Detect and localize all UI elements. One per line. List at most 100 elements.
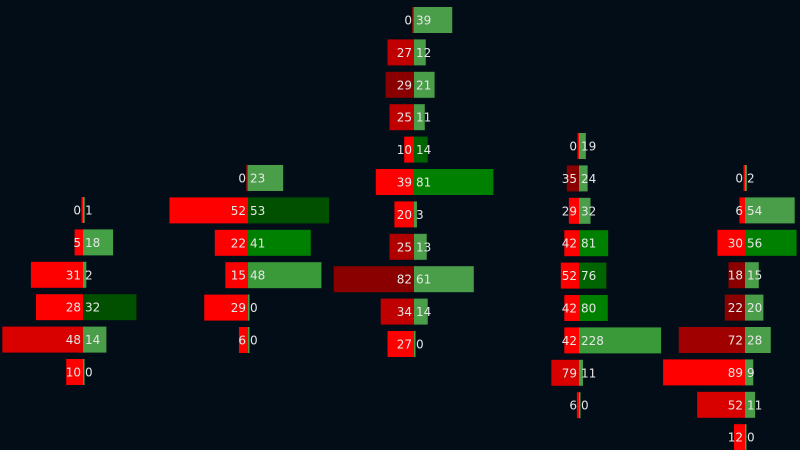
buy-volume-bar [414, 331, 416, 357]
sell-volume-bar [375, 169, 414, 195]
buy-volume-label: 53 [250, 204, 265, 218]
sell-volume-label: 0 [238, 172, 246, 186]
buy-volume-bar [83, 294, 137, 321]
sell-volume-bar [169, 197, 248, 224]
sell-volume-bar [568, 197, 579, 224]
buy-volume-label: 228 [581, 334, 604, 348]
sell-volume-label: 27 [397, 46, 412, 60]
sell-volume-label: 82 [397, 273, 412, 287]
buy-volume-bar [83, 261, 87, 288]
sell-volume-bar [739, 197, 745, 224]
buy-volume-label: 14 [416, 305, 431, 319]
price-level-row: 25 13 [389, 233, 431, 260]
sell-volume-bar [564, 230, 579, 257]
sell-volume-bar [74, 229, 83, 256]
sell-volume-label: 29 [231, 301, 246, 315]
sell-volume-bar [387, 331, 414, 357]
sell-volume-label: 6 [569, 399, 577, 413]
sell-volume-label: 29 [562, 204, 577, 218]
sell-volume-label: 31 [66, 268, 81, 282]
sell-volume-label: 42 [562, 302, 577, 316]
buy-volume-bar [745, 165, 747, 191]
buy-volume-label: 80 [581, 302, 596, 316]
sell-volume-label: 79 [562, 366, 577, 380]
buy-volume-bar [248, 294, 250, 321]
sell-volume-label: 30 [728, 236, 743, 250]
buy-volume-label: 2 [747, 172, 755, 186]
buy-volume-bar [579, 392, 581, 419]
buy-volume-bar [414, 71, 435, 98]
buy-volume-label: 14 [85, 333, 100, 347]
price-level-row: 79 11 [551, 359, 596, 386]
buy-volume-bar [745, 197, 795, 224]
sell-volume-bar [35, 294, 83, 321]
buy-volume-label: 48 [250, 269, 265, 283]
price-level-row: 15 48 [225, 262, 322, 289]
sell-volume-bar [333, 266, 414, 293]
sell-volume-label: 35 [562, 172, 577, 186]
price-level-row: 6 54 [735, 197, 795, 224]
sell-volume-label: 28 [66, 301, 81, 315]
buy-volume-label: 32 [581, 204, 596, 218]
sell-volume-label: 52 [728, 398, 743, 412]
buy-volume-bar [745, 424, 747, 450]
buy-volume-label: 3 [416, 208, 424, 222]
buy-volume-label: 20 [747, 301, 762, 315]
sell-volume-label: 22 [231, 236, 246, 250]
price-level-row: 25 11 [389, 104, 431, 131]
price-level-row: 22 20 [724, 294, 764, 321]
buy-volume-label: 21 [416, 78, 431, 92]
sell-volume-bar [560, 262, 579, 289]
buy-volume-bar [83, 229, 114, 256]
sell-volume-bar [404, 136, 414, 163]
sell-volume-bar [678, 327, 745, 353]
sell-volume-bar [387, 39, 414, 66]
buy-volume-bar [248, 229, 311, 256]
buy-volume-bar [248, 165, 284, 191]
sell-volume-label: 6 [238, 334, 246, 348]
sell-volume-bar [380, 298, 414, 325]
sell-volume-label: 18 [728, 269, 743, 283]
sell-volume-bar [389, 104, 414, 131]
sell-volume-label: 12 [728, 431, 743, 445]
price-level-row: 12 0 [728, 424, 755, 450]
buy-volume-label: 19 [581, 140, 596, 154]
buy-volume-bar [579, 359, 583, 386]
buy-volume-bar [414, 298, 428, 325]
sell-volume-bar [81, 197, 83, 223]
buy-volume-label: 54 [747, 204, 762, 218]
sell-volume-label: 0 [73, 204, 81, 218]
price-level-row: 0 39 [404, 7, 453, 33]
buy-volume-bar [248, 327, 250, 353]
sell-volume-label: 10 [397, 143, 412, 157]
buy-volume-bar [745, 294, 764, 321]
buy-volume-label: 0 [581, 399, 589, 413]
sell-volume-bar [66, 359, 83, 385]
sell-volume-bar [412, 7, 414, 33]
price-level-row: 42 228 [562, 327, 662, 354]
buy-volume-label: 13 [416, 240, 431, 254]
buy-volume-bar [579, 230, 609, 257]
price-level-row: 39 81 [375, 169, 494, 195]
price-level-row: 42 81 [562, 230, 609, 257]
buy-volume-bar [414, 136, 428, 163]
sell-volume-bar [214, 229, 248, 256]
sell-volume-label: 89 [728, 366, 743, 380]
sell-volume-label: 20 [397, 208, 412, 222]
sell-volume-label: 22 [728, 301, 743, 315]
price-column: 0 39 27 12 29 21 25 11 10 14 39 81 20 3 25 13 82 61 34 14 27… [333, 7, 494, 357]
sell-volume-label: 42 [562, 334, 577, 348]
sell-volume-bar [389, 233, 414, 260]
sell-volume-bar [246, 165, 248, 191]
price-level-row: 10 0 [66, 359, 93, 385]
buy-volume-label: 18 [85, 236, 100, 250]
buy-volume-bar [745, 391, 756, 418]
sell-volume-label: 39 [397, 176, 412, 190]
buy-volume-bar [745, 359, 754, 386]
buy-volume-label: 11 [581, 366, 596, 380]
